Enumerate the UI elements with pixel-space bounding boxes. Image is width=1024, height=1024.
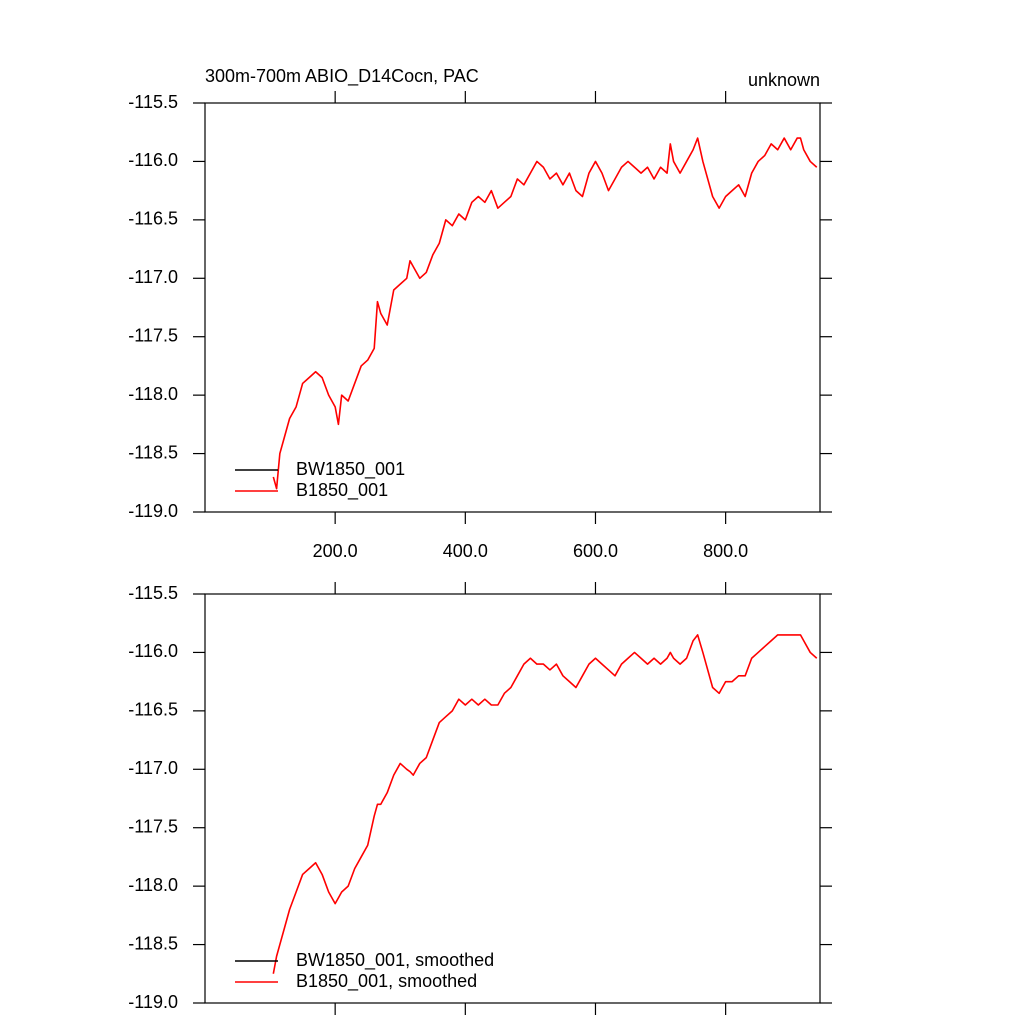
y-tick-label: -117.0 — [128, 267, 178, 287]
y-tick-label: -115.5 — [128, 583, 178, 603]
x-tick-label: 800.0 — [703, 541, 748, 561]
y-tick-label: -116.5 — [128, 700, 178, 720]
y-tick-label: -116.0 — [128, 641, 178, 661]
y-tick-label: -115.5 — [128, 92, 178, 112]
y-tick-label: -118.5 — [128, 933, 178, 953]
y-tick-label: -118.0 — [128, 384, 178, 404]
y-tick-label: -119.0 — [128, 501, 178, 521]
y-tick-label: -117.0 — [128, 758, 178, 778]
y-tick-label: -119.0 — [128, 992, 178, 1012]
legend-label: BW1850_001, smoothed — [296, 950, 494, 971]
plot-frame — [204, 102, 821, 513]
y-tick-label: -117.5 — [128, 816, 178, 836]
data-line — [272, 137, 818, 490]
y-tick-label: -116.0 — [128, 150, 178, 170]
y-tick-label: -118.5 — [128, 442, 178, 462]
chart-subtitle: unknown — [748, 70, 820, 90]
y-tick-label: -116.5 — [128, 209, 178, 229]
legend-label: B1850_001 — [296, 480, 388, 501]
x-tick-label: 600.0 — [573, 541, 618, 561]
y-tick-label: -117.5 — [128, 325, 178, 345]
data-line — [272, 634, 818, 974]
x-tick-label: 200.0 — [313, 541, 358, 561]
legend-label: BW1850_001 — [296, 459, 405, 480]
y-tick-label: -118.0 — [128, 875, 178, 895]
chart-title: 300m-700m ABIO_D14Cocn, PAC — [205, 66, 479, 87]
x-tick-label: 400.0 — [443, 541, 488, 561]
legend-label: B1850_001, smoothed — [296, 971, 477, 992]
plot-frame — [204, 593, 821, 1004]
